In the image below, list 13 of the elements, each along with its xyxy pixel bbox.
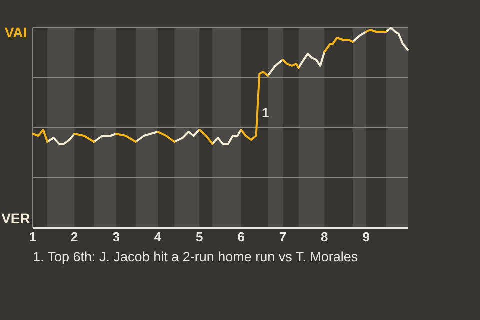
x-tick-label: 4 bbox=[154, 229, 162, 244]
x-tick-label: 1 bbox=[29, 229, 37, 244]
x-tick-label: 7 bbox=[279, 229, 287, 244]
text: VER bbox=[2, 210, 30, 227]
text: 1. Top 6th: J. Jacob hit a 2-run home run vs T. Morales bbox=[33, 250, 358, 265]
x-tick-label: 5 bbox=[196, 229, 204, 244]
annotation: 1 bbox=[262, 105, 270, 120]
x-tick-label: 6 bbox=[238, 229, 245, 244]
x-tick-label: 9 bbox=[362, 229, 370, 244]
text: VAI bbox=[4, 24, 28, 41]
x-tick-label: 8 bbox=[321, 229, 328, 244]
x-tick-label: 3 bbox=[112, 229, 120, 244]
x-tick-label: 2 bbox=[71, 229, 78, 244]
